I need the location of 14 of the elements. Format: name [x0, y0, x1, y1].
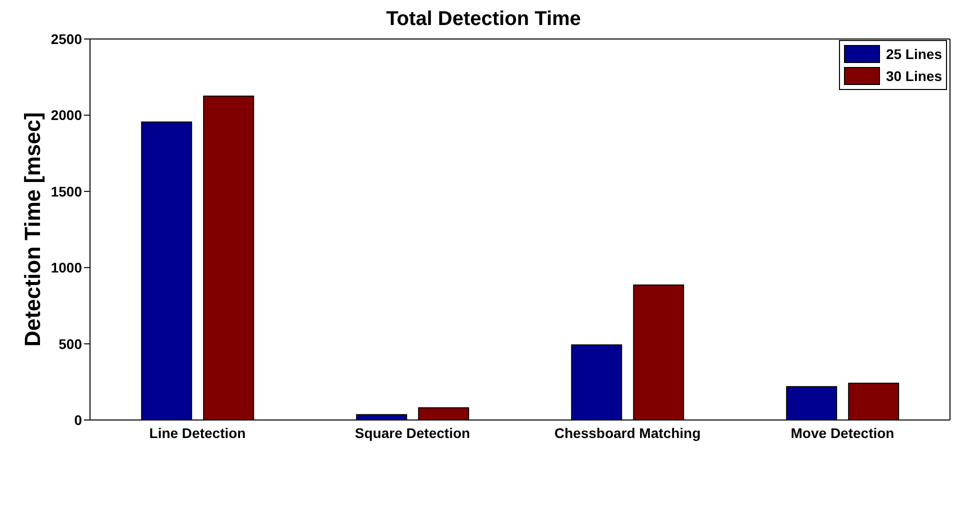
legend-label: 25 Lines [886, 46, 942, 62]
y-tick-label: 1500 [50, 183, 82, 200]
y-axis-title: Detection Time [msec] [20, 112, 45, 347]
x-tick-label: Chessboard Matching [554, 424, 701, 441]
x-tick-label: Square Detection [354, 424, 470, 441]
y-tick-label: 2000 [50, 107, 82, 124]
y-tick-label: 0 [74, 412, 82, 428]
y-tick-label: 2500 [50, 30, 82, 47]
chart-title: Total Detection Time [385, 8, 582, 31]
y-tick-label: 500 [58, 336, 82, 352]
x-tick-label: Move Detection [790, 424, 894, 441]
y-tick-label: 1000 [50, 260, 82, 276]
legend-label: 30 Lines [886, 68, 942, 84]
x-tick-label: Line Detection [149, 424, 246, 441]
